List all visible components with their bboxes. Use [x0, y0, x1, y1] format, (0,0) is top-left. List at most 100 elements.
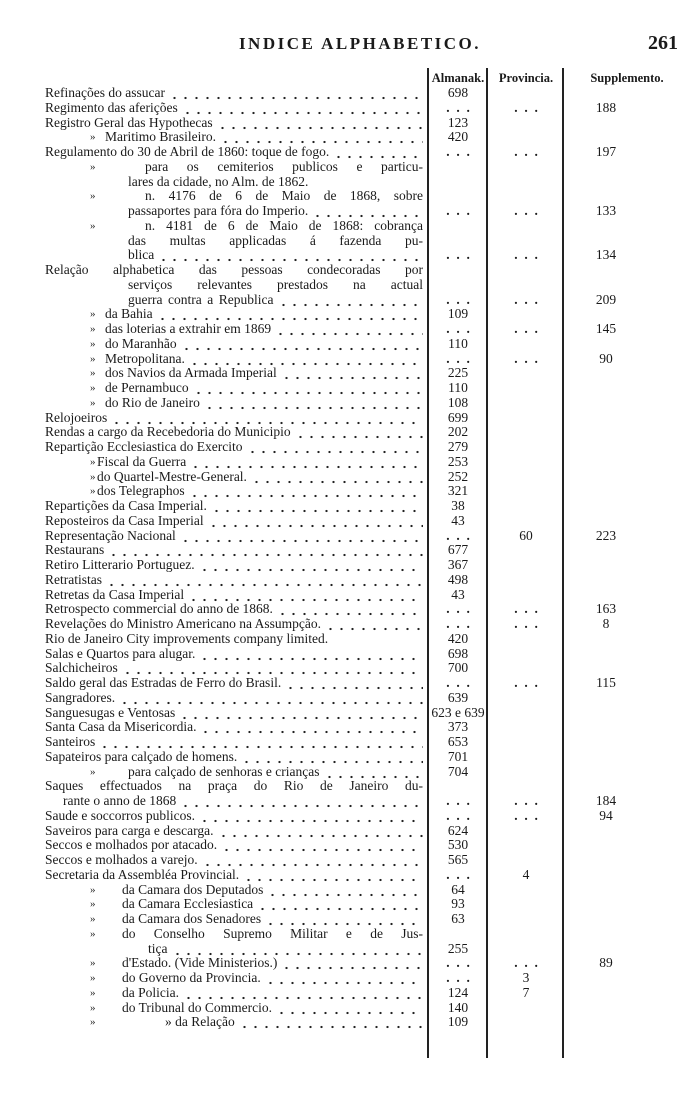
almanak-page: 110: [448, 335, 468, 351]
entry-text: para os cemiterios publicos e particu-: [145, 159, 423, 174]
index-entry: das multas applicadas á fazenda pu-: [0, 234, 693, 249]
provincia-dots: [489, 794, 563, 809]
dot-leader: [192, 381, 423, 396]
almanak-page: 202: [447, 424, 469, 440]
dot-leader: [312, 204, 423, 219]
entry-text: tiça: [148, 940, 168, 956]
almanak-dots: [430, 602, 486, 617]
almanak-page: 252: [447, 468, 469, 484]
dot-leader: [180, 794, 423, 809]
dot-leader: [241, 749, 423, 765]
index-entry: Saldo geral das Estradas de Ferro do Bra…: [0, 675, 693, 691]
index-entry: » das loterias a extrahir em 1869 145: [0, 321, 693, 337]
provincia-page: 60: [519, 527, 533, 543]
provincia-dots: [489, 204, 563, 219]
dot-leader: [198, 558, 423, 573]
ditto-mark: »: [90, 1016, 96, 1029]
entry-text: Regulamento do 30 de Abril de 1860: toqu…: [45, 144, 330, 159]
entry-text: Retiro Litterario Portuguez.: [45, 557, 195, 572]
almanak-page: 110: [448, 380, 468, 395]
index-entry: tiça 255: [0, 940, 693, 957]
index-entry: » d'Estado. (Vide Ministerios.) 89: [0, 955, 693, 971]
entry-text: » da Relação: [165, 1014, 235, 1030]
supplemento-page: 145: [595, 321, 617, 336]
index-entry: Saveiros para carga e descarga. 624: [0, 822, 693, 839]
supplemento-page: 133: [595, 203, 617, 218]
index-entry: » do Tribunal do Commercio. 140: [0, 999, 693, 1016]
entry-text: Retrospecto commercial do anno de 1868.: [45, 601, 273, 617]
ditto-mark: »: [90, 219, 96, 232]
entry-text: Relojoeiros: [45, 409, 108, 425]
index-entry: Revelações do Ministro Americano na Assu…: [0, 616, 693, 632]
almanak-page: 373: [447, 719, 469, 735]
index-entry: » do Conselho Supremo Militar e de Jus-: [0, 927, 693, 942]
dot-leader: [219, 130, 423, 145]
supplemento-page: 184: [595, 793, 617, 808]
almanak-page: 420: [447, 630, 469, 646]
almanak-page: 279: [447, 439, 469, 454]
index-entry: Retretas da Casa Imperial 43: [0, 587, 693, 603]
dot-leader: [217, 823, 423, 839]
index-entry: rante o anno de 1868 184: [0, 793, 693, 809]
index-entry: » da Camara Ecclesiastica 93: [0, 896, 693, 912]
dot-leader: [246, 440, 423, 455]
index-entry: Rendas a cargo da Recebedoria do Municip…: [0, 424, 693, 440]
ditto-mark: »: [90, 160, 96, 173]
index-entry: serviços relevantes prestados na actual: [0, 278, 693, 293]
almanak-page: 123: [447, 114, 469, 130]
ditto-mark: »: [90, 765, 96, 778]
entry-text: do Conselho Supremo Militar e de Jus-: [122, 926, 423, 941]
dot-leader: [281, 956, 423, 971]
dot-leader: [333, 145, 423, 160]
almanak-page: 225: [447, 365, 469, 381]
entry-text: Refinações do assucar: [45, 85, 165, 100]
entry-text: do Quartel-Mestre-General.: [97, 468, 247, 484]
almanak-dots: [430, 868, 486, 883]
almanak-page: 367: [447, 557, 469, 572]
provincia-dots: [489, 322, 563, 337]
index-entry: Repartições da Casa Imperial. 38: [0, 498, 693, 514]
entry-text: rante o anno de 1868: [63, 793, 177, 808]
index-entry: Rio de Janeiro City improvements company…: [0, 630, 693, 647]
dot-leader: [106, 572, 423, 588]
column-rule: [486, 68, 488, 1058]
entry-text: lares da cidade, no Alm. de 1862.: [128, 173, 309, 189]
index-entry: » de Pernambuco 110: [0, 380, 693, 396]
dot-leader: [294, 425, 423, 440]
ditto-mark: »: [90, 323, 96, 335]
index-table: Refinações do assucar 698 Regimento das af…: [0, 85, 693, 1030]
entry-text: passaportes para fóra do Imperio.: [128, 203, 309, 218]
provincia-dots: [489, 956, 563, 971]
dot-leader: [238, 1015, 423, 1030]
provincia-page: 4: [522, 866, 530, 882]
entry-text: Saude e soccorros publicos.: [45, 807, 195, 823]
entry-text: da Bahia: [105, 306, 153, 322]
entry-text: Restaurans: [45, 542, 105, 558]
index-entry: » do Quartel-Mestre-General. 252: [0, 468, 693, 485]
dot-leader: [201, 853, 423, 868]
dot-leader: [276, 602, 423, 617]
almanak-dots: [430, 676, 486, 691]
ditto-mark: »: [90, 131, 96, 144]
index-entry: » do Rio de Janeiro 108: [0, 395, 693, 411]
almanak-page: 140: [447, 999, 469, 1015]
supplemento-page: 8: [602, 616, 610, 631]
index-entry: passaportes para fóra do Imperio. 133: [0, 203, 693, 219]
entry-text: Salas e Quartos para alugar.: [45, 645, 196, 661]
entry-text: Maritimo Brasileiro.: [105, 129, 216, 145]
entry-text: Santa Casa da Misericordia.: [45, 719, 197, 735]
dot-leader: [119, 690, 423, 706]
entry-text: Retratistas: [45, 571, 102, 587]
almanak-page: 109: [447, 306, 469, 322]
ditto-mark: »: [90, 352, 96, 365]
ditto-mark: »: [90, 883, 96, 896]
entry-text: Fiscal da Guerra: [97, 453, 187, 469]
entry-text: para calçado de senhoras e crianças: [128, 763, 320, 779]
almanak-dots: [430, 145, 486, 160]
entry-text: do Governo da Provincia.: [122, 970, 261, 985]
almanak-page: 255: [447, 940, 469, 956]
supplemento-page: 209: [595, 291, 617, 307]
almanak-page: 38: [451, 498, 465, 513]
almanak-page: 624: [447, 822, 469, 838]
ditto-mark: »: [90, 396, 96, 409]
